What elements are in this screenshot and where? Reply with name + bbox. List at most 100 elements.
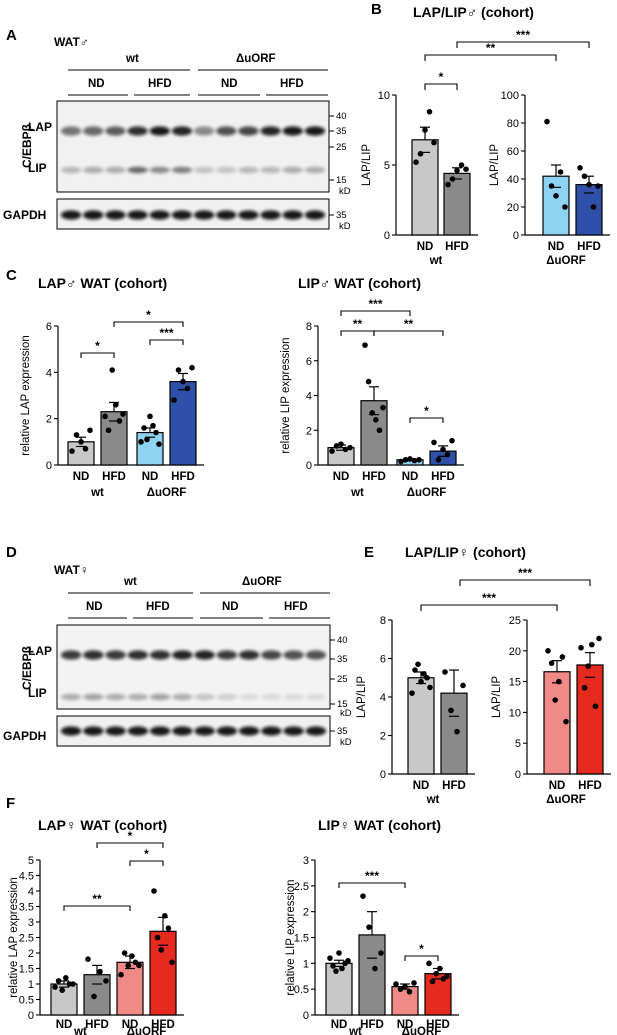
y-tick-label: 3 xyxy=(303,855,309,867)
y-tick-label: 2 xyxy=(306,425,312,437)
bar xyxy=(424,973,452,1016)
data-point xyxy=(59,987,65,993)
significance-bracket xyxy=(340,310,411,316)
blot-band xyxy=(60,650,82,660)
y-tick-label: 0 xyxy=(46,460,52,472)
category-label: ND xyxy=(142,471,159,483)
bar xyxy=(169,381,197,466)
panel-label-b: B xyxy=(371,1,382,18)
y-tick-label: 15 xyxy=(509,677,521,689)
blot-band xyxy=(83,166,104,174)
lane-label-hfd1-a: HFD xyxy=(148,78,172,90)
blot-band xyxy=(304,210,326,220)
group-label-duorf-a: ΔuORF xyxy=(236,53,276,65)
panel-title-e: LAP/LIP♀ (cohort) xyxy=(405,544,526,560)
significance-label: ** xyxy=(92,892,102,906)
y-tick-label: 4 xyxy=(46,367,52,379)
y-tick-label: 4 xyxy=(380,692,386,704)
data-point xyxy=(87,427,93,434)
data-point xyxy=(175,367,182,373)
mw-35-a: 35 xyxy=(336,126,347,137)
category-label: ND xyxy=(548,241,565,253)
data-point xyxy=(454,167,460,174)
significance-label: *** xyxy=(368,297,382,311)
category-label: ND xyxy=(397,1019,414,1031)
blot-band xyxy=(171,210,193,220)
significance-bracket xyxy=(373,330,444,336)
blot-band xyxy=(105,693,126,701)
data-point xyxy=(552,697,558,703)
blot-band xyxy=(172,693,193,701)
data-point xyxy=(380,404,386,411)
data-point xyxy=(411,980,417,986)
data-point xyxy=(91,993,97,1000)
y-tick-label: 4.5 xyxy=(19,871,34,883)
data-point xyxy=(171,397,177,403)
data-point xyxy=(378,950,384,956)
data-point xyxy=(52,984,58,990)
mw-40-a: 40 xyxy=(336,111,347,122)
group-label: ΔuORF xyxy=(407,487,447,499)
data-point xyxy=(78,439,84,445)
group-label-duorf-d: ΔuORF xyxy=(242,576,282,588)
data-point xyxy=(147,413,153,420)
significance-bracket xyxy=(420,604,558,611)
group-label: wt xyxy=(426,794,440,806)
blot-band xyxy=(83,693,104,701)
y-tick-label: 8 xyxy=(380,615,386,627)
mw-kd-d: kD xyxy=(340,708,352,719)
data-point xyxy=(125,962,131,969)
lane-label-nd2-d: ND xyxy=(222,601,239,613)
category-label: HFD xyxy=(362,471,386,483)
group-label: wt xyxy=(73,1026,87,1035)
data-point xyxy=(180,378,186,385)
blot-band xyxy=(305,726,327,736)
data-point xyxy=(435,456,442,463)
data-point xyxy=(158,947,164,953)
lip-label-a: LIP xyxy=(28,161,47,175)
y-tick-label: 80 xyxy=(507,118,519,130)
data-point xyxy=(581,173,588,179)
panel-title-c-right: LIP♂ WAT (cohort) xyxy=(298,275,421,291)
y-tick-label: 0 xyxy=(384,230,390,242)
data-point xyxy=(102,413,108,420)
y-tick-label: 2.5 xyxy=(294,881,309,893)
data-point xyxy=(327,955,333,961)
blot-band xyxy=(194,650,215,660)
data-point xyxy=(154,934,161,941)
significance-bracket xyxy=(424,54,557,61)
blot-band xyxy=(60,726,82,736)
data-point xyxy=(369,410,376,416)
data-point xyxy=(366,924,372,930)
y-tick-label: 0.5 xyxy=(19,995,34,1007)
y-tick-label: 25 xyxy=(509,615,521,627)
significance-label: *** xyxy=(516,28,530,42)
category-label: HFD xyxy=(102,471,126,483)
y-tick-label: 0 xyxy=(380,769,386,781)
blot-band xyxy=(260,210,281,220)
blot-band xyxy=(283,726,304,736)
gapdh-label-a: GAPDH xyxy=(3,208,46,222)
blot-band xyxy=(216,693,238,701)
data-point xyxy=(120,411,126,417)
data-point xyxy=(548,183,555,189)
data-point xyxy=(141,425,147,431)
data-point xyxy=(397,986,404,992)
lip-label-d: LIP xyxy=(28,686,47,700)
data-point xyxy=(424,674,430,681)
data-point xyxy=(458,162,465,168)
data-point xyxy=(545,648,551,654)
blot-band xyxy=(282,166,303,174)
blot-band xyxy=(216,726,238,736)
bar xyxy=(429,450,457,466)
data-point xyxy=(544,118,550,125)
y-tick-label: 3.5 xyxy=(19,902,34,914)
data-point xyxy=(556,678,562,685)
data-point xyxy=(559,654,566,660)
significance-bracket xyxy=(424,83,458,90)
data-point xyxy=(118,971,124,978)
mw-15-a: 15 xyxy=(336,175,347,186)
y-tick-label: 3 xyxy=(28,917,34,929)
